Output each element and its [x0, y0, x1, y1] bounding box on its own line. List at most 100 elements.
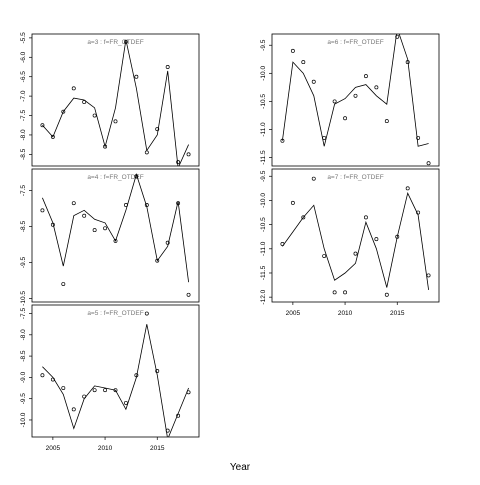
data-point	[290, 200, 295, 205]
data-point	[374, 85, 379, 90]
data-point	[311, 176, 316, 181]
y-tick-label: -11.0	[260, 122, 267, 137]
data-point	[405, 186, 410, 191]
y-tick-label: -7.5	[20, 110, 27, 122]
fit-line	[282, 192, 429, 290]
data-point	[134, 174, 139, 179]
data-point	[92, 113, 97, 118]
panel-5: a=7 : f=FR_OTDEF -9.5 -10.0 -10.5 -11.0 -11.5…	[260, 168, 440, 317]
panel-4: a=6 : f=FR_OTDEF -9.5 -10.0 -10.5 -11.0 -11.5	[260, 33, 440, 167]
y-tick-label: -8.0	[20, 329, 27, 341]
panel-frame	[271, 33, 440, 167]
data-point	[363, 74, 368, 79]
data-point	[280, 242, 285, 246]
plot-area	[40, 39, 191, 166]
data-point	[176, 201, 181, 206]
data-point	[71, 407, 76, 412]
data-point	[50, 134, 55, 139]
data-point	[176, 413, 181, 418]
panel-title: a=4 : f=FR_OTDEF	[87, 174, 143, 181]
x-tick-label: 2005	[286, 310, 301, 317]
data-point	[353, 251, 358, 256]
panel-3: a=5 : f=FR_OTDEF -7.5 -8.0 -8.5 -9.0 -9.5 -10.…	[20, 304, 200, 452]
data-point	[332, 99, 337, 104]
data-point	[61, 109, 66, 114]
data-point	[322, 254, 327, 259]
y-tick-label: -10.0	[260, 193, 267, 208]
y-tick-label: -6.5	[20, 71, 27, 83]
y-tick-label: -9.5	[20, 256, 27, 268]
fit-line	[42, 173, 189, 283]
y-tick-label: -6.0	[20, 51, 27, 63]
data-point	[416, 135, 421, 140]
data-point	[280, 138, 285, 143]
data-point	[144, 150, 149, 155]
panel-frame	[31, 168, 200, 303]
data-point	[353, 93, 358, 98]
data-point	[144, 202, 149, 207]
data-point	[186, 292, 191, 297]
data-point	[426, 161, 431, 166]
data-point	[82, 213, 87, 218]
data-point	[50, 377, 55, 382]
data-point	[395, 34, 400, 39]
data-point	[155, 127, 160, 132]
x-axis-label: Year	[230, 462, 251, 473]
data-point	[103, 226, 108, 231]
y-tick-label: -11.5	[260, 265, 267, 280]
data-point	[71, 201, 76, 206]
data-point	[405, 60, 410, 65]
y-tick-label: -7.5	[20, 308, 27, 320]
y-tick-label: -9.0	[20, 371, 27, 383]
y-tick-label: -8.5	[20, 148, 27, 160]
data-point	[165, 428, 170, 433]
y-tick-label: -8.5	[20, 221, 27, 233]
data-point	[176, 160, 181, 165]
data-point	[82, 99, 87, 104]
data-point	[40, 123, 45, 128]
data-point	[113, 119, 118, 124]
data-point	[165, 65, 170, 69]
data-point	[311, 79, 316, 84]
fit-line	[42, 324, 189, 437]
data-point	[113, 388, 118, 393]
y-tick-label: -10.0	[20, 412, 27, 427]
y-tick-label: -9.5	[260, 170, 267, 182]
data-point	[92, 388, 97, 393]
data-point	[40, 373, 45, 378]
data-point	[426, 273, 431, 278]
data-point	[343, 116, 348, 121]
data-point	[144, 311, 149, 316]
y-tick-label: -9.5	[20, 393, 27, 405]
data-point	[186, 390, 191, 395]
data-point	[395, 234, 400, 239]
plot-area	[280, 34, 431, 166]
y-tick-label: -8.5	[20, 350, 27, 362]
data-point	[384, 292, 389, 297]
y-tick-label: -5.5	[20, 32, 27, 44]
y-tick-label: -10.0	[260, 66, 267, 81]
data-point	[155, 369, 160, 373]
y-tick-label: -10.5	[20, 291, 27, 306]
data-point	[82, 394, 87, 399]
panel-title: a=5 : f=FR_OTDEF	[87, 310, 143, 317]
x-tick-label: 2010	[98, 445, 113, 452]
data-point	[290, 48, 295, 53]
y-tick-label: -7.5	[20, 185, 27, 197]
panel-title: a=3 : f=FR_OTDEF	[87, 39, 143, 46]
data-point	[123, 39, 128, 44]
panel-title: a=7 : f=FR_OTDEF	[327, 174, 383, 181]
data-point	[61, 386, 66, 390]
x-tick-label: 2015	[390, 310, 405, 317]
data-point	[301, 60, 306, 65]
data-point	[363, 215, 368, 220]
panel-title: a=6 : f=FR_OTDEF	[327, 39, 383, 46]
data-point	[384, 119, 389, 124]
data-point	[40, 208, 45, 213]
fit-line	[42, 39, 189, 166]
data-point	[322, 135, 327, 140]
data-point	[165, 240, 170, 245]
x-tick-label: 2010	[338, 310, 353, 317]
